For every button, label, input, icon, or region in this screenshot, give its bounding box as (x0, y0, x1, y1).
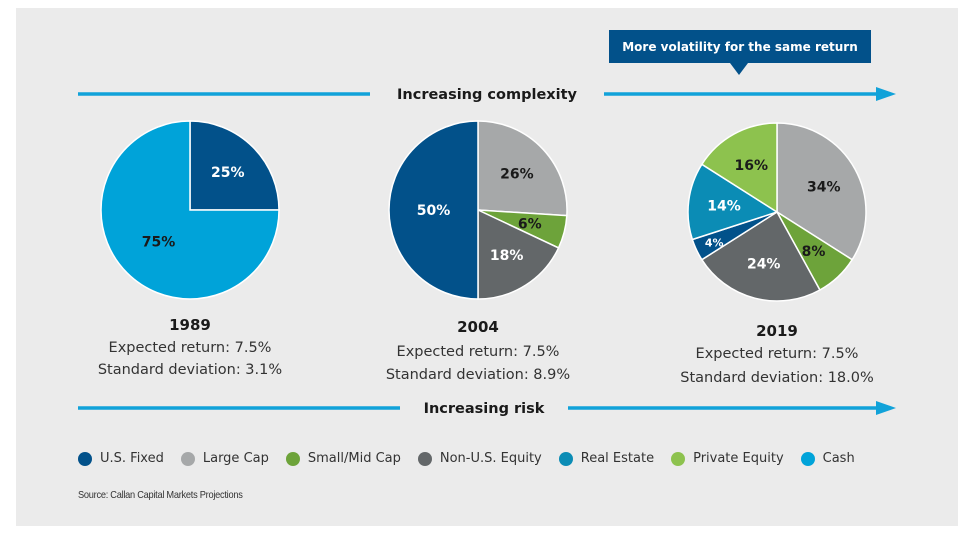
legend-swatch (180, 451, 195, 466)
slice-label-non-u-s-equity: 24% (747, 257, 781, 273)
expected-return-label: Expected return: 7.5% (696, 346, 859, 362)
legend-item-private-equity: Private Equity (671, 451, 784, 466)
slice-label-u-s-fixed: 25% (211, 165, 245, 181)
pie-year-label: 1989 (169, 316, 211, 334)
legend-item-cash: Cash (800, 451, 855, 466)
slice-label-u-s-fixed: 4% (705, 237, 724, 250)
slice-label-private-equity: 16% (735, 158, 769, 174)
pie-slice-non-u-s-equity (700, 210, 821, 302)
callout-pointer (730, 63, 748, 75)
complexity-label: Increasing complexity (397, 87, 578, 103)
pie-2004: 26% 6% 18% 50% 2004 Expected return: 7.5% Stan… (386, 120, 570, 383)
slice-label-cash: 75% (142, 234, 176, 250)
expected-return-label: Expected return: 7.5% (397, 344, 560, 360)
legend-label: Small/Mid Cap (307, 451, 401, 466)
legend-item-large-cap: Large Cap (180, 451, 269, 466)
pie-slice-u-s-fixed (388, 120, 479, 300)
legend-item-u-s-fixed: U.S. Fixed (78, 451, 164, 466)
pie-year-label: 2019 (756, 322, 798, 340)
legend-label: Cash (822, 451, 855, 466)
legend-swatch (78, 451, 92, 466)
legend-swatch (285, 451, 300, 466)
pie-slice-cash (100, 120, 280, 300)
risk-label: Increasing risk (424, 401, 545, 417)
slice-label-real-estate: 14% (707, 198, 741, 214)
legend-item-small-mid-cap: Small/Mid Cap (285, 451, 401, 466)
slice-label-large-cap: 26% (500, 166, 534, 182)
legend-label: U.S. Fixed (100, 451, 164, 466)
pie-slice-u-s-fixed (189, 120, 280, 211)
slice-label-u-s-fixed: 50% (417, 203, 451, 219)
legend-swatch (671, 451, 686, 466)
legend-label: Private Equity (693, 451, 784, 466)
std-dev-label: Standard deviation: 3.1% (98, 362, 282, 378)
pie-year-label: 2004 (457, 318, 499, 336)
slice-label-small-mid-cap: 6% (518, 216, 542, 232)
pie-slice-real-estate (687, 163, 779, 241)
std-dev-label: Standard deviation: 8.9% (386, 367, 570, 383)
legend-item-non-u-s-equity: Non-U.S. Equity (417, 451, 542, 466)
legend-label: Non-U.S. Equity (439, 451, 542, 466)
legend-swatch (800, 451, 815, 466)
legend-swatch (417, 451, 432, 466)
volatility-callout: More volatility for the same return (609, 30, 871, 63)
expected-return-label: Expected return: 7.5% (109, 340, 272, 356)
legend-label: Real Estate (580, 451, 655, 466)
pie-1989: 25% 75% 1989 Expected return: 7.5% Standard … (98, 120, 282, 378)
risk-arrowhead (876, 401, 896, 415)
source-note: Source: Callan Capital Markets Projectio… (78, 489, 243, 501)
legend: U.S. Fixed Large Cap Small/Mid Cap Non-U.S.… (78, 451, 872, 466)
std-dev-label: Standard deviation: 18.0% (680, 370, 874, 386)
slice-label-large-cap: 34% (807, 179, 841, 195)
legend-item-real-estate: Real Estate (558, 451, 655, 466)
pie-slice-non-u-s-equity (477, 208, 560, 300)
slice-label-non-u-s-equity: 18% (490, 248, 524, 264)
complexity-arrowhead (876, 87, 896, 101)
pie-2019: 34% 8% 24% 4% 14% 16% 2019 Expected return: 7.5… (680, 122, 874, 386)
legend-label: Large Cap (202, 451, 269, 466)
pie-slice-private-equity (700, 122, 778, 214)
pie-slice-large-cap (477, 120, 568, 217)
legend-swatch (558, 451, 573, 466)
slice-label-small-mid-cap: 8% (802, 244, 826, 260)
